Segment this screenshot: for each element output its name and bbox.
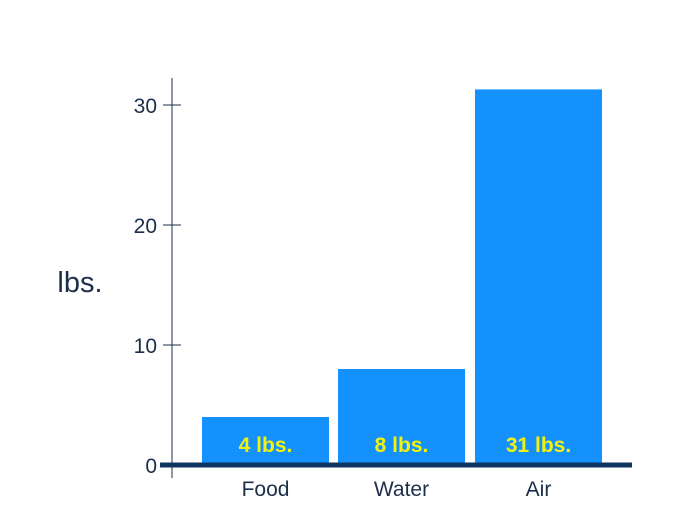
data-label-food: 4 lbs.	[239, 434, 293, 457]
data-labels: 4 lbs. 8 lbs. 31 lbs.	[239, 434, 572, 457]
y-axis-label: lbs.	[57, 267, 102, 299]
y-tick-label: 0	[145, 455, 157, 478]
data-label-air: 31 lbs.	[506, 434, 571, 457]
category-label-air: Air	[526, 478, 552, 501]
category-label-water: Water	[374, 478, 429, 501]
y-tick-label: 10	[134, 335, 157, 358]
bar-air	[475, 89, 602, 466]
bar-water	[338, 369, 465, 465]
category-label-food: Food	[242, 478, 290, 501]
y-tick-label: 30	[134, 95, 157, 118]
bar-food	[202, 417, 329, 465]
category-labels: Food Water Air	[242, 478, 552, 501]
y-tick-label: 20	[134, 215, 157, 238]
y-axis-ticks: 0 10 20 30	[134, 95, 181, 478]
bars	[202, 89, 602, 466]
data-label-water: 8 lbs.	[375, 434, 429, 457]
